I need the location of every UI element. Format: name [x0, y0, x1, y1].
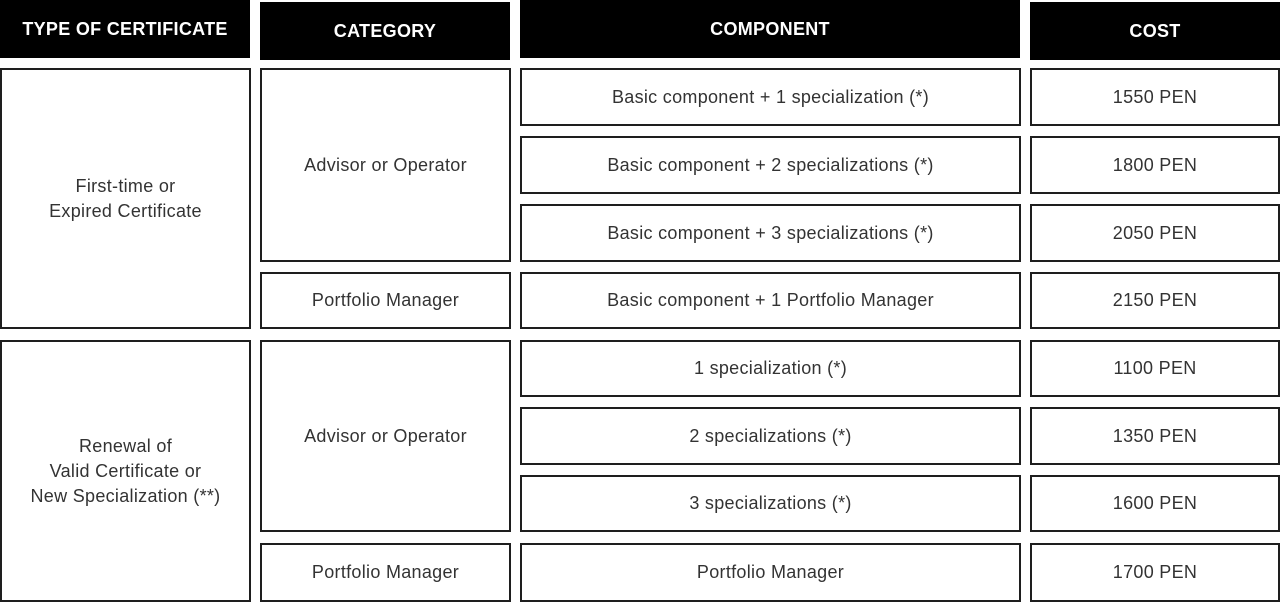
- category-cell: Portfolio Manager: [260, 272, 511, 329]
- cost-cell: 1550 PEN: [1030, 68, 1280, 126]
- cost-cell: 2050 PEN: [1030, 204, 1280, 262]
- component-cell: 1 specialization (*): [520, 340, 1021, 397]
- cost-cell: 2150 PEN: [1030, 272, 1280, 329]
- component-cell: Basic component + 3 specializations (*): [520, 204, 1021, 262]
- cost-cell: 1800 PEN: [1030, 136, 1280, 194]
- type-line: First-time or: [75, 175, 176, 196]
- header-type-of-certificate: TYPE OF CERTIFICATE: [0, 0, 250, 58]
- component-cell: Portfolio Manager: [520, 543, 1021, 602]
- type-line: New Specialization (**): [30, 485, 221, 506]
- component-cell: Basic component + 2 specializations (*): [520, 136, 1021, 194]
- component-cell: 3 specializations (*): [520, 475, 1021, 532]
- component-cell: Basic component + 1 specialization (*): [520, 68, 1021, 126]
- category-cell: Advisor or Operator: [260, 68, 511, 262]
- type-line: Valid Certificate or: [49, 460, 202, 481]
- category-cell: Portfolio Manager: [260, 543, 511, 602]
- type-line: Renewal of: [78, 435, 173, 456]
- cost-cell: 1600 PEN: [1030, 475, 1280, 532]
- header-component: COMPONENT: [520, 0, 1020, 58]
- header-category: CATEGORY: [260, 2, 510, 60]
- cost-cell: 1350 PEN: [1030, 407, 1280, 465]
- type-cell: Renewal of Valid Certificate or New Spec…: [0, 340, 251, 602]
- category-cell: Advisor or Operator: [260, 340, 511, 532]
- header-cost: COST: [1030, 2, 1280, 60]
- cost-cell: 1700 PEN: [1030, 543, 1280, 602]
- cost-cell: 1100 PEN: [1030, 340, 1280, 397]
- component-cell: 2 specializations (*): [520, 407, 1021, 465]
- component-cell: Basic component + 1 Portfolio Manager: [520, 272, 1021, 329]
- type-line: Expired Certificate: [49, 200, 202, 221]
- type-cell: First-time or Expired Certificate: [0, 68, 251, 329]
